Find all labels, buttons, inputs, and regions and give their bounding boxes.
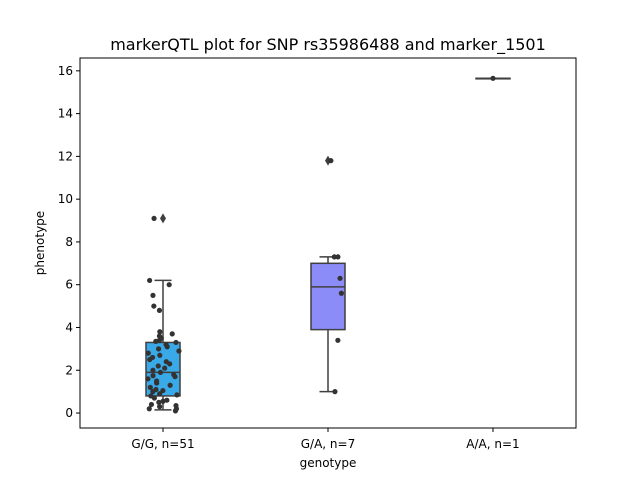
- data-point: [148, 393, 154, 399]
- y-axis: 0 2 4 6 8 10 12 14 16: [58, 64, 80, 420]
- data-point: [332, 389, 338, 395]
- data-point: [328, 158, 334, 164]
- data-point: [176, 348, 182, 354]
- y-tick-label: 6: [65, 278, 73, 292]
- data-point: [171, 371, 177, 378]
- data-point: [160, 387, 166, 394]
- data-point: [147, 277, 153, 284]
- data-point: [146, 406, 152, 412]
- data-point: [163, 341, 169, 348]
- data-point: [163, 359, 169, 365]
- data-point: [157, 369, 164, 375]
- y-tick-label: 10: [58, 192, 73, 206]
- data-point: [147, 384, 153, 390]
- x-tick-label: G/A, n=7: [301, 437, 355, 451]
- data-point: [335, 254, 341, 260]
- data-point: [155, 346, 162, 352]
- data-point: [490, 75, 496, 81]
- data-point: [335, 337, 341, 343]
- data-point: [157, 404, 163, 410]
- data-point: [338, 290, 344, 296]
- outlier-marker: [160, 213, 166, 224]
- y-tick-label: 2: [65, 363, 73, 377]
- data-point: [149, 354, 156, 361]
- x-tick-label: A/A, n=1: [466, 437, 519, 451]
- data-point: [174, 392, 180, 398]
- x-axis-label: genotype: [300, 456, 357, 470]
- data-point: [154, 378, 160, 384]
- data-point: [151, 215, 157, 222]
- x-tick-label: G/G, n=51: [131, 437, 194, 451]
- data-point: [173, 339, 179, 346]
- data-point: [160, 398, 166, 404]
- data-point: [156, 333, 163, 339]
- x-axis: G/G, n=51 G/A, n=7 A/A, n=1: [131, 428, 520, 451]
- data-point: [156, 399, 162, 405]
- data-point: [157, 329, 163, 335]
- y-tick-label: 8: [65, 235, 73, 249]
- data-point: [157, 391, 163, 397]
- y-tick-label: 16: [58, 64, 73, 78]
- data-point: [157, 352, 163, 358]
- data-point: [155, 363, 161, 369]
- data-point: [153, 386, 159, 393]
- data-point: [167, 382, 173, 388]
- box-group: [310, 155, 346, 393]
- data-point: [166, 282, 172, 288]
- y-tick-label: 12: [58, 149, 73, 163]
- data-point: [331, 254, 337, 260]
- chart-marks: [145, 75, 511, 414]
- data-point: [150, 373, 156, 379]
- data-point: [162, 365, 168, 371]
- data-point: [156, 307, 163, 313]
- data-point: [173, 402, 179, 409]
- data-point: [148, 401, 155, 408]
- chart-title: markerQTL plot for SNP rs35986488 and ma…: [110, 35, 546, 55]
- data-point: [145, 350, 151, 356]
- data-point: [337, 275, 343, 281]
- data-point: [150, 367, 156, 373]
- box: [310, 262, 346, 331]
- y-tick-label: 14: [58, 107, 73, 121]
- y-tick-label: 4: [65, 320, 73, 334]
- y-axis-label: phenotype: [33, 211, 47, 275]
- y-tick-label: 0: [65, 406, 73, 420]
- data-point: [151, 303, 157, 309]
- data-point: [169, 331, 175, 337]
- data-point: [164, 397, 170, 403]
- data-point: [150, 292, 156, 298]
- outlier-marker: [325, 155, 331, 166]
- data-point: [145, 376, 151, 382]
